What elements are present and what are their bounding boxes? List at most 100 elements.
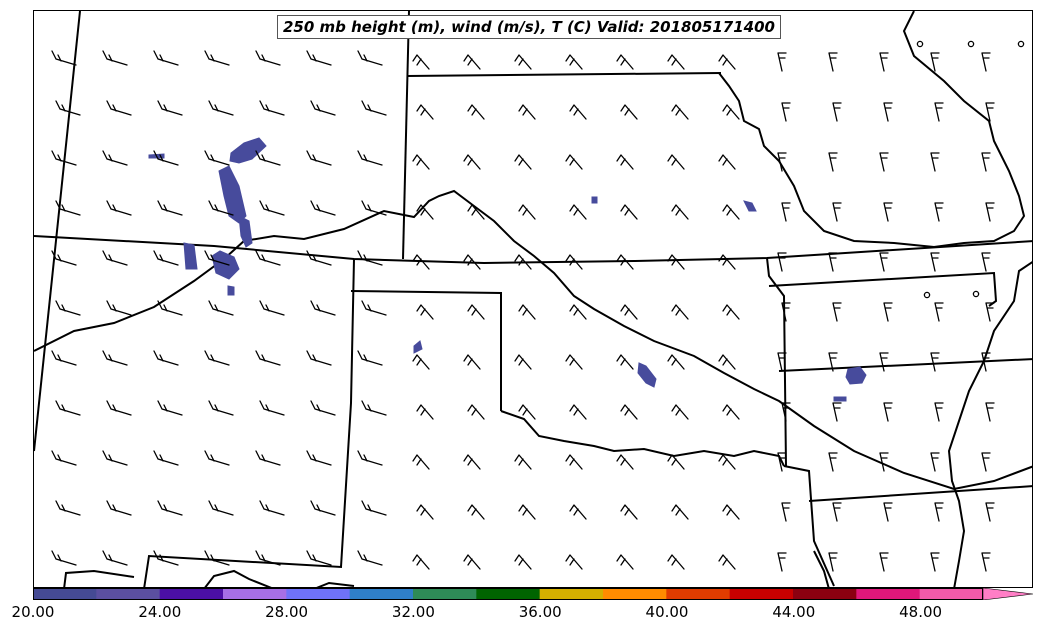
wind-barb — [718, 254, 736, 270]
state-borders-layer — [34, 11, 1032, 587]
wind-barb — [153, 450, 179, 466]
wind-barb — [934, 402, 944, 422]
wind-barb — [416, 204, 434, 220]
wind-barb — [832, 102, 842, 122]
wind-barb — [879, 52, 889, 72]
state-border — [402, 11, 410, 260]
wind-barb — [883, 402, 893, 422]
wind-barb — [463, 454, 481, 470]
wind-barb — [828, 52, 838, 72]
wind-barb — [157, 200, 183, 216]
wind-barb — [616, 54, 634, 70]
wind-barb — [569, 204, 587, 220]
station-marker — [916, 40, 924, 48]
wind-barb — [718, 154, 736, 170]
wind-barbs-layer — [51, 50, 995, 572]
wind-barb — [102, 350, 128, 366]
wind-barb — [565, 454, 583, 470]
wind-barb — [828, 252, 838, 272]
state-border — [350, 290, 502, 411]
colorbar-tick-label: 48.00 — [899, 603, 943, 621]
wind-barb — [361, 500, 387, 516]
wind-barb — [832, 502, 842, 522]
wind-barb — [310, 400, 336, 416]
wind-barb — [514, 554, 532, 570]
wind-barb — [106, 500, 132, 516]
wind-barb — [722, 104, 740, 120]
state-border — [34, 235, 1032, 265]
wind-barb — [106, 200, 132, 216]
wind-barb — [616, 354, 634, 370]
temperature-shade-region — [227, 285, 235, 296]
wind-barb — [985, 502, 995, 522]
wind-barb — [412, 454, 430, 470]
wind-barb — [259, 300, 285, 316]
river — [500, 410, 785, 467]
wind-barb — [357, 250, 383, 266]
wind-barb — [255, 50, 281, 66]
wind-barb — [879, 452, 889, 472]
wind-barb — [981, 152, 991, 172]
state-border — [808, 485, 1032, 502]
wind-barb — [718, 554, 736, 570]
wind-barb — [985, 102, 995, 122]
colorbar-swatch — [919, 588, 984, 600]
wind-barb — [514, 154, 532, 170]
wind-barb — [722, 204, 740, 220]
wind-barb — [357, 50, 383, 66]
wind-barb — [467, 304, 485, 320]
wind-barb — [981, 352, 991, 372]
wind-barb — [934, 202, 944, 222]
colorbar-tick-label: 32.00 — [391, 603, 435, 621]
wind-barb — [569, 504, 587, 520]
wind-barb — [153, 150, 179, 166]
wind-barb — [259, 400, 285, 416]
wind-barb — [106, 400, 132, 416]
wind-barb — [883, 502, 893, 522]
wind-barb — [518, 504, 536, 520]
wind-barb — [777, 52, 787, 72]
wind-barb — [671, 204, 689, 220]
wind-barb — [781, 502, 791, 522]
colorbar-swatch — [539, 588, 604, 600]
wind-barb — [718, 354, 736, 370]
wind-barb — [467, 204, 485, 220]
colorbar-swatch — [159, 588, 224, 600]
wind-barb — [153, 50, 179, 66]
station-marker — [1017, 40, 1025, 48]
wind-barb — [416, 304, 434, 320]
wind-barb — [102, 250, 128, 266]
wind-barb — [204, 150, 230, 166]
state-border — [778, 358, 1032, 372]
colorbar-swatch — [729, 588, 794, 600]
wind-barb — [412, 554, 430, 570]
wind-barb — [463, 354, 481, 370]
wind-barb — [883, 302, 893, 322]
colorbar-tick-label: 20.00 — [11, 603, 55, 621]
wind-barb — [667, 454, 685, 470]
wind-barb — [306, 350, 332, 366]
wind-barb — [616, 154, 634, 170]
wind-barb — [412, 154, 430, 170]
colorbar-swatch — [793, 588, 857, 600]
wind-barb — [514, 354, 532, 370]
wind-barb — [55, 100, 81, 116]
wind-barb — [828, 152, 838, 172]
wind-barb — [306, 550, 332, 566]
temperature-shade-region — [413, 340, 423, 354]
wind-barb — [930, 252, 940, 272]
wind-barb — [718, 454, 736, 470]
wind-barb — [416, 504, 434, 520]
colorbar-swatch — [666, 588, 731, 600]
wind-barb — [722, 504, 740, 520]
wind-barb — [412, 354, 430, 370]
wind-barb — [828, 352, 838, 372]
temperature-shade-region — [183, 242, 198, 270]
wind-barb — [671, 404, 689, 420]
temperature-shade-region — [229, 137, 267, 164]
wind-barb — [671, 504, 689, 520]
wind-barb — [667, 354, 685, 370]
wind-barb — [565, 354, 583, 370]
wind-barb — [51, 150, 77, 166]
wind-barb — [259, 200, 285, 216]
